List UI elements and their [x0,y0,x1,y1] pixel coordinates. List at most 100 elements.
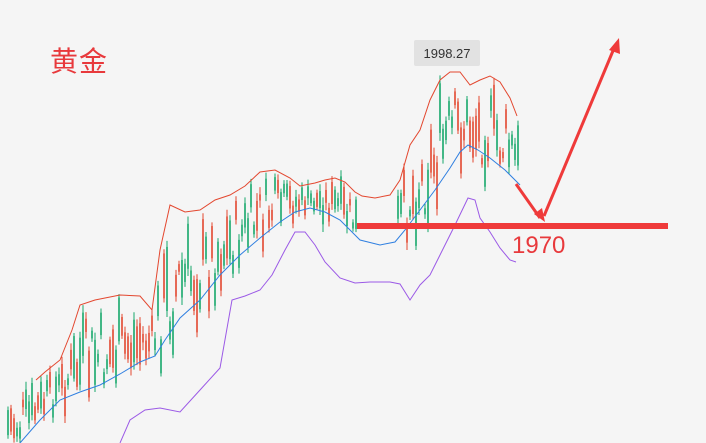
candle-body [139,323,141,365]
candle-body [196,279,198,333]
candle-body [118,297,120,342]
candle-body [469,120,471,149]
candle-body [298,199,300,212]
candle-body [295,196,297,207]
candle-body [475,115,477,150]
candle-body [106,359,108,370]
candle-body [172,311,174,355]
candle-body [421,164,423,182]
candle-body [124,332,126,354]
candle-body [286,183,288,197]
candle-body [73,336,75,379]
candle-body [436,162,438,210]
candle-body [256,200,258,231]
candle-body [43,398,45,415]
candle-body [505,109,507,129]
candle-body [430,129,432,173]
candle-body [268,209,270,228]
down-arrow-head [534,208,545,222]
candle-body [121,317,123,336]
candle-body [217,241,219,272]
candle-body [85,318,87,332]
candle-body [397,195,399,219]
candle-body [454,91,456,106]
candles-group [7,75,519,443]
candle-body [67,378,69,386]
candle-body [214,273,216,306]
candle-body [253,224,255,235]
support-level-label: 1970 [512,232,566,259]
candle-body [178,264,180,272]
candle-body [490,95,492,111]
candle-body [130,342,132,368]
candle-body [142,333,144,343]
candle-body [427,169,429,226]
candle-body [466,99,468,123]
candle-body [112,329,114,368]
chart-title: 黄金 [50,45,109,78]
up-arrow [542,45,617,217]
candle-body [64,386,66,417]
candle-body [175,274,177,297]
candle-body [325,189,327,203]
candle-body [157,285,159,317]
candle-body [211,226,213,259]
candle-body [283,183,285,194]
candle-body [499,150,501,164]
candle-body [508,139,510,168]
candle-body [109,339,111,365]
candle-body [49,371,51,388]
candle-body [91,330,93,339]
candle-body [208,276,210,312]
upper-bollinger-band [35,71,518,381]
candle-body [484,140,486,187]
candle-body [277,179,279,194]
candle-body [424,208,426,215]
candle-body [28,401,30,424]
candle-body [169,321,171,340]
candle-body [331,182,333,204]
candle-body [322,205,324,225]
candle-body [412,175,414,215]
down-arrow [514,183,542,219]
candle-body [115,349,117,384]
candle-body [517,125,519,166]
candle-body [250,184,252,208]
candle-body [202,219,204,260]
candle-body [433,154,435,177]
candle-body [289,186,291,209]
candle-body [220,254,222,291]
candle-body [487,143,489,162]
candle-body [340,176,342,204]
candle-body [241,224,243,237]
candle-body [181,259,183,298]
candle-body [334,189,336,210]
candle-body [31,383,33,416]
candle-body [439,83,441,133]
up-arrow-head [609,38,620,54]
candle-body [352,222,354,229]
candle-body [205,236,207,260]
candle-body [58,374,60,386]
candle-body [448,101,450,116]
candle-body [40,381,42,409]
candle-body [133,319,135,363]
candle-body [187,223,189,269]
candle-body [238,239,240,268]
candle-body [193,279,195,311]
candle-body [151,315,153,331]
candle-body [346,211,348,227]
candle-body [271,209,273,221]
candle-body [493,84,495,129]
candle-body [457,101,459,131]
candle-body [127,336,129,360]
candle-body [406,224,408,243]
candle-body [310,193,312,204]
candle-body [319,191,321,209]
candle-body [145,340,147,359]
candle-body [37,395,39,410]
candle-body [190,270,192,292]
candle-body [13,418,15,439]
candle-body [229,220,231,260]
